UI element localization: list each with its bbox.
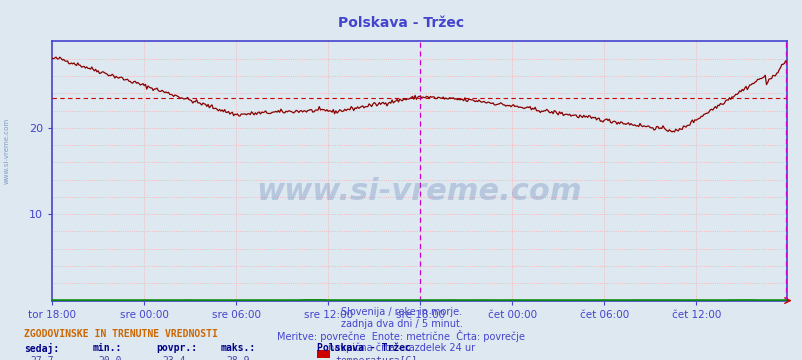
Text: 28,9: 28,9 <box>226 356 250 360</box>
Text: povpr.:: povpr.: <box>156 343 197 353</box>
Text: www.si-vreme.com: www.si-vreme.com <box>257 177 581 206</box>
Text: 27,7: 27,7 <box>30 356 54 360</box>
Text: www.si-vreme.com: www.si-vreme.com <box>3 118 10 184</box>
Text: Meritve: povrečne  Enote: metrične  Črta: povrečje: Meritve: povrečne Enote: metrične Črta: … <box>277 330 525 342</box>
Text: sedaj:: sedaj: <box>24 343 59 354</box>
Text: maks.:: maks.: <box>221 343 256 353</box>
Text: 20,0: 20,0 <box>98 356 122 360</box>
Text: ZGODOVINSKE IN TRENUTNE VREDNOSTI: ZGODOVINSKE IN TRENUTNE VREDNOSTI <box>24 329 217 339</box>
Text: 23,4: 23,4 <box>162 356 186 360</box>
Text: Slovenija / reke in morje.: Slovenija / reke in morje. <box>341 307 461 317</box>
Text: Polskava - Tržec: Polskava - Tržec <box>338 16 464 30</box>
Text: Polskava - Tržec: Polskava - Tržec <box>317 343 411 353</box>
Text: temperatura[C]: temperatura[C] <box>335 356 417 360</box>
Text: zadnja dva dni / 5 minut.: zadnja dva dni / 5 minut. <box>340 319 462 329</box>
Text: min.:: min.: <box>92 343 122 353</box>
Text: navpična črta - razdelek 24 ur: navpična črta - razdelek 24 ur <box>327 342 475 353</box>
